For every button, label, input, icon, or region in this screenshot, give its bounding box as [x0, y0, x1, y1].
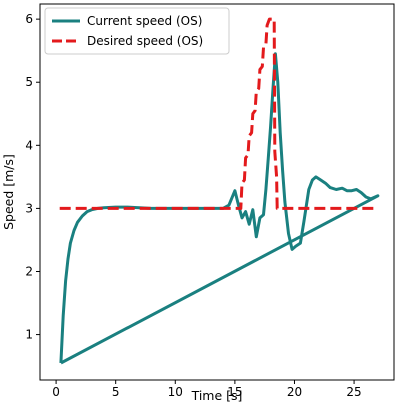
legend-label-current-speed: Current speed (OS)	[87, 14, 202, 28]
legend: Current speed (OS) Desired speed (OS)	[44, 7, 230, 55]
y-tick-label: 6	[25, 12, 33, 26]
x-tick-label: 0	[52, 385, 60, 399]
series-line-desired-speed	[59, 17, 378, 210]
y-tick-label: 2	[25, 264, 33, 278]
legend-label-desired-speed: Desired speed (OS)	[87, 34, 203, 48]
ticks-layer: 0 5 10 15 20 25 1 2 3 4 5 6	[25, 12, 361, 399]
x-tick-label: 20	[287, 385, 302, 399]
x-axis-label: Time [s]	[191, 388, 243, 403]
x-tick-label: 10	[168, 385, 183, 399]
plot-frame	[39, 3, 395, 381]
y-tick-label: 1	[25, 328, 33, 342]
x-tick-label: 15	[227, 385, 242, 399]
y-axis-label: Speed [m/s]	[1, 154, 16, 230]
legend-box	[44, 7, 230, 55]
x-tick-label: 25	[346, 385, 361, 399]
plot-layer	[59, 17, 380, 365]
y-tick-label: 5	[25, 75, 33, 89]
y-tick-label: 4	[25, 138, 33, 152]
x-tick-label: 5	[112, 385, 120, 399]
y-tick-label: 3	[25, 201, 33, 215]
